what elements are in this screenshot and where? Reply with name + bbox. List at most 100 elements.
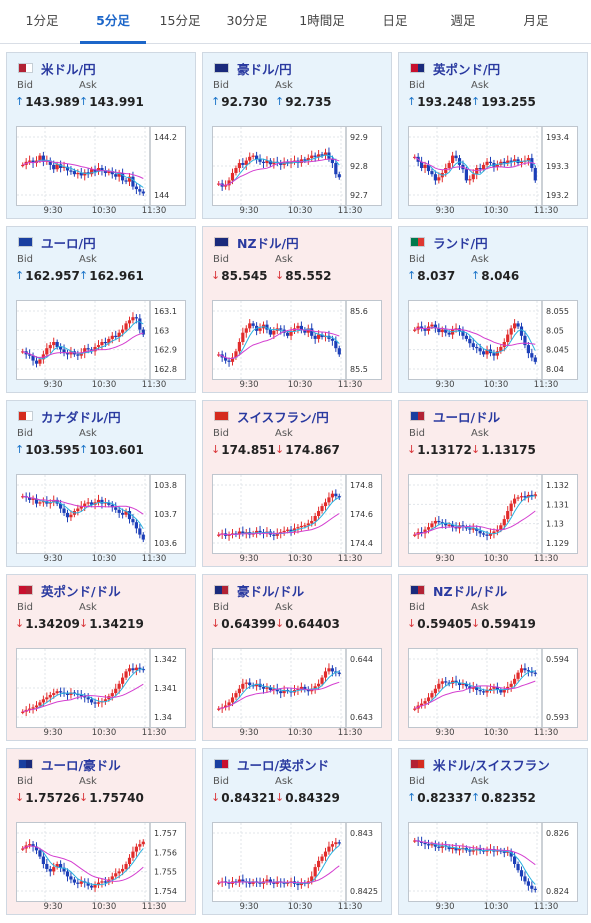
currency-card[interactable]: ユーロ/英ポンド Bid Ask ↓ 0.84321 ↓ 0.84329 0.8… (202, 748, 392, 915)
price-labels: Bid Ask (407, 776, 579, 789)
arrow-up-icon: ↑ (15, 269, 25, 282)
tab-6[interactable]: 週足 (450, 13, 476, 28)
currency-card[interactable]: 米ドル/円 Bid Ask ↑ 143.989 ↑ 143.991 144.2 1… (6, 52, 196, 219)
currency-card[interactable]: 米ドル/スイスフラン Bid Ask ↑ 0.82337 ↑ 0.82352 0… (398, 748, 588, 915)
candle-body (330, 338, 334, 341)
pair-name-link[interactable]: スイスフラン/円 (237, 409, 329, 425)
pair-name-link[interactable]: 豪ドル/ドル (237, 583, 305, 599)
pair-name-link[interactable]: NZドル/円 (237, 235, 299, 251)
pair-name-link[interactable]: 米ドル/スイスフラン (433, 757, 550, 773)
currency-card[interactable]: 豪ドル/円 Bid Ask ↑ 92.730 ↑ 92.735 92.9 92.8… (202, 52, 392, 219)
candlestick-chart[interactable]: 0.644 0.643 (212, 648, 382, 728)
currency-card[interactable]: カナダドル/円 Bid Ask ↑ 103.595 ↑ 103.601 103.… (6, 400, 196, 567)
tab-1[interactable]: 5分足 (80, 1, 146, 44)
y-tick-label: 193.3 (546, 162, 569, 171)
currency-card[interactable]: スイスフラン/円 Bid Ask ↓ 174.851 ↓ 174.867 174… (202, 400, 392, 567)
candle-body (227, 702, 231, 706)
pair-name-link[interactable]: 豪ドル/円 (237, 61, 292, 77)
currency-card[interactable]: ランド/円 Bid Ask ↑ 8.037 ↑ 8.046 8.055 8.05 8… (398, 226, 588, 393)
candlestick-chart[interactable]: 85.6 85.5 (212, 300, 382, 380)
tab-0[interactable]: 1分足 (25, 13, 59, 28)
x-tick-label: 9:30 (435, 728, 455, 738)
y-tick-label: 1.754 (154, 887, 177, 896)
currency-card[interactable]: 英ポンド/円 Bid Ask ↑ 193.248 ↑ 193.255 193.4… (398, 52, 588, 219)
candle-body (471, 174, 475, 180)
candle-body (251, 155, 255, 157)
candlestick-chart[interactable]: 103.8 103.7 103.6 (16, 474, 186, 554)
candle-body (471, 850, 475, 852)
candle-body (241, 332, 245, 342)
pair-name-link[interactable]: 米ドル/円 (41, 61, 96, 77)
candle-body (420, 703, 424, 706)
candlestick-chart[interactable]: 174.8 174.6 174.4 (212, 474, 382, 554)
candle-body (313, 686, 317, 689)
pair-name-link[interactable]: ユーロ/円 (41, 235, 96, 251)
currency-card[interactable]: 豪ドル/ドル Bid Ask ↓ 0.64399 ↓ 0.64403 0.644… (202, 574, 392, 741)
pair-name-link[interactable]: ユーロ/ドル (433, 409, 501, 425)
currency-card[interactable]: ユーロ/円 Bid Ask ↑ 162.957 ↑ 162.961 163.1 1… (6, 226, 196, 393)
bid-label: Bid (409, 254, 425, 265)
candlestick-chart[interactable]: 8.055 8.05 8.045 8.04 (408, 300, 578, 380)
candle-body (86, 882, 90, 886)
currency-card[interactable]: ユーロ/豪ドル Bid Ask ↓ 1.75726 ↓ 1.75740 1.75… (6, 748, 196, 915)
tab-4[interactable]: 1時間足 (299, 13, 345, 28)
bid-label: Bid (409, 776, 425, 787)
arrow-down-icon: ↓ (15, 617, 25, 630)
candle-body (107, 338, 111, 344)
currency-card[interactable]: NZドル/ドル Bid Ask ↓ 0.59405 ↓ 0.59419 0.59… (398, 574, 588, 741)
candle-body (506, 851, 510, 853)
candlestick-chart[interactable]: 0.594 0.593 (408, 648, 578, 728)
candle-body (69, 876, 73, 880)
candlestick-chart[interactable]: 1.757 1.756 1.755 1.754 (16, 822, 186, 902)
ask-value: 1.75740 (89, 790, 144, 805)
candlestick-chart[interactable]: 1.132 1.131 1.13 1.129 (408, 474, 578, 554)
candle-body (289, 330, 293, 336)
pair-name-link[interactable]: ランド/円 (433, 235, 488, 251)
candle-body (533, 357, 537, 362)
bid-value: 0.82337 (417, 790, 472, 805)
candlestick-chart[interactable]: 1.342 1.341 1.34 (16, 648, 186, 728)
candle-body (117, 871, 121, 874)
currency-card[interactable]: 英ポンド/ドル Bid Ask ↓ 1.34209 ↓ 1.34219 1.34… (6, 574, 196, 741)
candle-body (65, 693, 70, 695)
flag-icon (410, 585, 425, 595)
candlestick-chart[interactable]: 193.4 193.3 193.2 (408, 126, 578, 206)
pair-name-link[interactable]: 英ポンド/ドル (41, 583, 121, 599)
currency-card[interactable]: NZドル/円 Bid Ask ↓ 85.545 ↓ 85.552 85.6 85.… (202, 226, 392, 393)
candle-body (79, 881, 83, 884)
candlestick-chart[interactable]: 0.826 0.824 (408, 822, 578, 902)
candle-body (48, 345, 52, 349)
candle-body (533, 888, 537, 891)
y-tick-label: 174.4 (350, 539, 373, 548)
candle-body (303, 159, 307, 161)
ask-label: Ask (471, 602, 489, 613)
tab-7[interactable]: 月足 (523, 13, 549, 28)
pair-name-link[interactable]: カナダドル/円 (41, 409, 121, 425)
y-tick-label: 162.8 (154, 365, 177, 374)
tab-2[interactable]: 15分足 (159, 13, 201, 28)
candle-body (464, 169, 468, 181)
tab-3[interactable]: 30分足 (226, 13, 268, 28)
candlestick-chart[interactable]: 0.843 0.8425 (212, 822, 382, 902)
pair-name-link[interactable]: NZドル/ドル (433, 583, 508, 599)
candle-body (217, 708, 221, 710)
candlestick-chart[interactable]: 92.9 92.8 92.7 (212, 126, 382, 206)
arrow-down-icon: ↓ (471, 443, 481, 456)
candlestick-chart[interactable]: 144.2 144 (16, 126, 186, 206)
flag-icon (410, 237, 425, 247)
candle-body (93, 702, 97, 704)
pair-name-link[interactable]: ユーロ/英ポンド (237, 757, 330, 773)
currency-card[interactable]: ユーロ/ドル Bid Ask ↓ 1.13172 ↓ 1.13175 1.132… (398, 400, 588, 567)
ask-value: 174.867 (285, 442, 340, 457)
candle-body (121, 329, 125, 333)
candle-body (131, 519, 135, 523)
pair-name-link[interactable]: 英ポンド/円 (433, 61, 501, 77)
tab-5[interactable]: 日足 (382, 13, 408, 28)
pair-name-link[interactable]: ユーロ/豪ドル (41, 757, 121, 773)
x-tick-label: 11:30 (533, 206, 559, 216)
ask-price: ↓ 0.84329 (275, 791, 340, 805)
candle-body (303, 686, 307, 690)
candlestick-chart[interactable]: 163.1 163 162.9 162.8 (16, 300, 186, 380)
candle-body (430, 844, 434, 846)
bid-label: Bid (17, 80, 33, 91)
